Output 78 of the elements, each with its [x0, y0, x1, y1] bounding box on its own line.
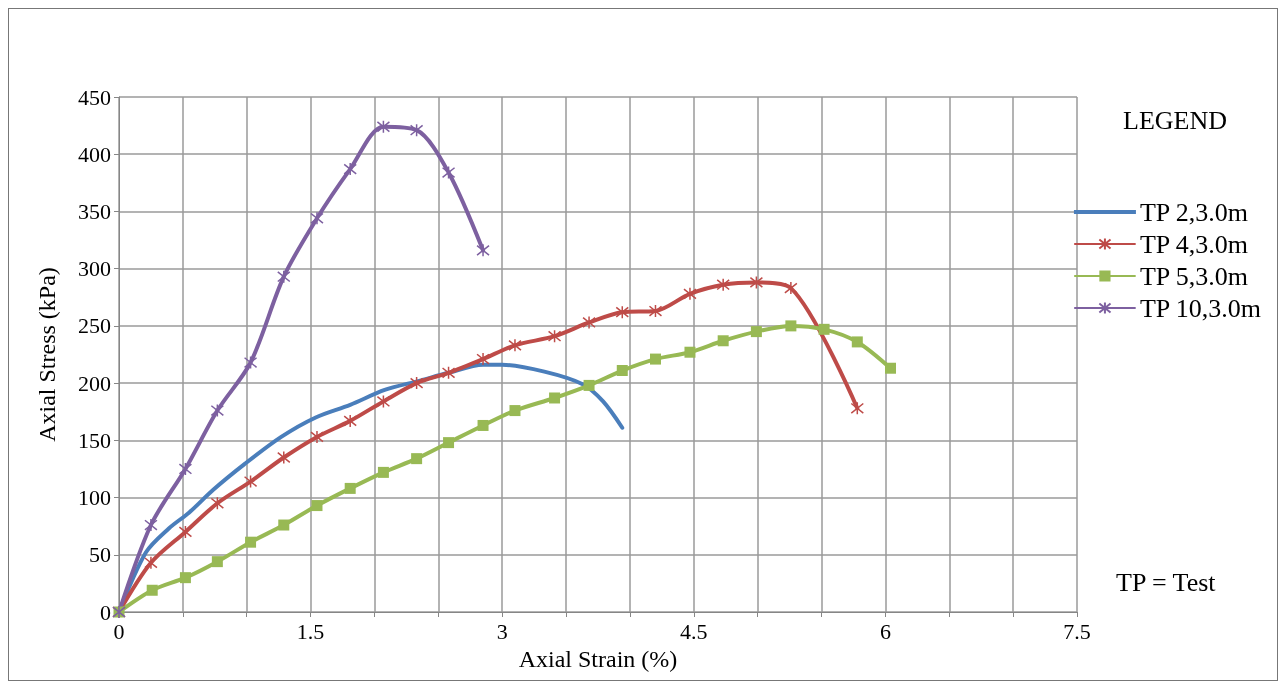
point	[178, 462, 193, 476]
point	[784, 281, 798, 295]
x-axis-title: Axial Strain (%)	[518, 645, 678, 672]
point	[144, 518, 158, 532]
y-axis-title: Axial Stress (kPa)	[34, 267, 60, 442]
point	[409, 376, 424, 390]
point	[648, 304, 663, 318]
point	[547, 329, 562, 343]
point	[851, 336, 863, 348]
y-tick-label: 450	[78, 84, 111, 110]
legend-label: TP 2,3.0m	[1139, 197, 1249, 227]
point	[850, 401, 865, 416]
legend-label: TP 10,3.0m	[1139, 293, 1262, 323]
y-tick-label: 300	[78, 256, 111, 282]
point	[411, 453, 423, 465]
point	[409, 123, 424, 137]
y-tick-label: 400	[78, 141, 111, 167]
text: TP = Test	[1116, 567, 1217, 597]
y-tick-label: 250	[78, 313, 111, 339]
point	[243, 355, 258, 370]
point	[343, 162, 357, 176]
point	[343, 414, 357, 428]
y-tick-label: 350	[78, 198, 111, 224]
x-tick-label: 3	[496, 618, 508, 644]
point	[476, 243, 490, 258]
point	[144, 556, 158, 570]
point	[683, 287, 697, 301]
point	[749, 275, 764, 290]
legend-title: LEGEND	[1123, 105, 1228, 135]
x-tick-label: 1.5	[296, 618, 325, 644]
point	[716, 277, 730, 292]
point	[583, 379, 595, 391]
point	[376, 394, 391, 409]
x-tick-label: 4.5	[680, 618, 708, 644]
point	[210, 496, 225, 511]
point	[178, 525, 193, 539]
point	[441, 165, 456, 180]
point	[310, 430, 324, 444]
point	[210, 403, 225, 418]
point	[885, 362, 897, 374]
point	[615, 305, 630, 319]
legend-label: TP 5,3.0m	[1139, 261, 1249, 291]
y-tick-label: 50	[89, 542, 111, 568]
point	[508, 338, 522, 353]
point	[243, 474, 258, 489]
point	[750, 326, 762, 338]
point	[146, 584, 158, 596]
legend-label: TP 4,3.0m	[1139, 229, 1249, 259]
point	[616, 365, 628, 377]
point	[549, 392, 561, 404]
x-tick-label: 6	[879, 618, 891, 644]
point	[278, 519, 290, 531]
x-tick-label: 7.5	[1063, 618, 1091, 644]
point	[785, 320, 797, 332]
y-tick-label: 0	[100, 599, 111, 625]
point	[310, 211, 324, 226]
point	[818, 323, 830, 335]
point	[179, 572, 191, 584]
point	[717, 335, 729, 347]
point	[684, 346, 696, 358]
point	[649, 353, 661, 365]
y-tick-label: 200	[78, 370, 111, 396]
point	[477, 419, 489, 431]
point	[277, 269, 291, 284]
point	[509, 405, 521, 417]
point	[311, 500, 323, 512]
point	[582, 315, 596, 330]
y-tick-label: 150	[78, 427, 111, 453]
y-tick-label: 100	[78, 485, 111, 511]
point	[441, 366, 456, 380]
point	[344, 482, 356, 494]
point	[377, 466, 389, 478]
point	[443, 437, 455, 449]
point	[476, 352, 490, 366]
point	[277, 450, 291, 465]
point	[211, 556, 223, 568]
point	[376, 120, 391, 134]
point	[245, 536, 257, 548]
